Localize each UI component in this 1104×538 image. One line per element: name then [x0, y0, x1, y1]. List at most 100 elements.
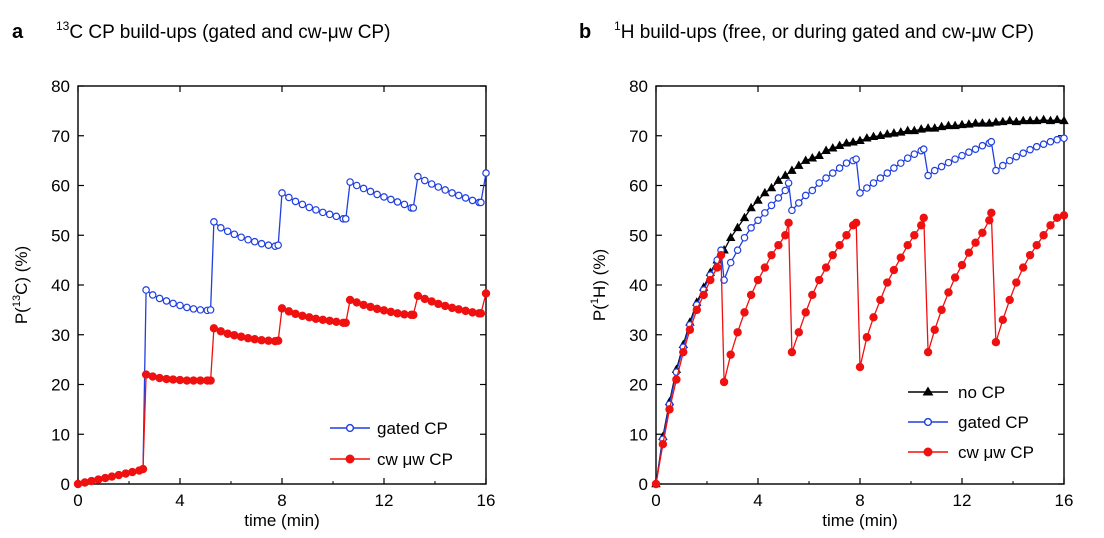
data-point-nocp-b [1011, 116, 1022, 126]
x-tick-label-a: 12 [375, 491, 394, 510]
data-point-cw-a [441, 301, 450, 311]
y-tick-label-a: 80 [51, 77, 70, 96]
data-point-nocp-b [739, 212, 750, 222]
data-point-cw-a [454, 305, 463, 314]
data-point-cw-b [713, 263, 722, 272]
data-point-nocp-b [848, 137, 858, 146]
data-point-nocp-b [862, 133, 872, 142]
data-point-gated-a [176, 301, 184, 310]
data-point-gated-b [761, 209, 769, 217]
data-point-cw-b [821, 263, 831, 272]
data-point-cw-a [359, 300, 368, 310]
data-point-gated-b [1019, 149, 1028, 157]
data-point-gated-a [352, 181, 361, 190]
data-point-gated-a [332, 212, 341, 221]
data-point-cw-a [277, 304, 287, 313]
data-point-nocp-b [909, 125, 920, 135]
data-point-cw-b [726, 350, 735, 359]
data-point-nocp-b [882, 129, 892, 138]
data-point-cw-a [393, 309, 402, 318]
data-point-gated-a [427, 180, 436, 188]
data-point-cw-a [311, 314, 321, 324]
data-point-gated-b [747, 223, 755, 232]
data-point-cw-b [923, 347, 933, 357]
y-tick-label-a: 40 [51, 276, 70, 295]
y-tick-label-b: 70 [629, 127, 648, 146]
series-line-gated-b [655, 137, 1065, 485]
y-axis-title-b: P(1H) (%) [589, 249, 609, 321]
data-point-cw-a [196, 376, 205, 385]
data-point-gated-b [876, 174, 885, 182]
data-point-cw-a [189, 376, 198, 385]
data-point-cw-b [889, 265, 899, 275]
data-point-gated-a [274, 241, 282, 250]
data-point-gated-a [380, 193, 388, 201]
data-point-gated-a [244, 235, 252, 244]
data-point-gated-a [341, 215, 350, 223]
data-point-gated-b [784, 179, 793, 187]
data-point-cw-b [1052, 213, 1062, 223]
data-point-cw-a [250, 335, 259, 344]
legend-item-cw-uw-cp-b: cw μw CP [908, 443, 1034, 462]
data-point-cw-a [409, 310, 418, 320]
data-point-nocp-b [936, 121, 947, 131]
y-axis-title-a-pre: P( [12, 307, 31, 324]
data-point-gated-b [794, 199, 803, 207]
data-point-gated-b [1046, 137, 1055, 146]
data-point-nocp-b [766, 182, 777, 192]
x-axis-title-b: time (min) [822, 511, 898, 530]
data-point-gated-a [393, 198, 402, 206]
data-point-cw-a [87, 476, 96, 486]
data-point-cw-b [801, 308, 810, 317]
data-point-cw-b [665, 405, 674, 414]
data-point-gated-a [291, 197, 300, 206]
data-point-nocp-b [868, 131, 879, 141]
data-point-cw-a [318, 315, 327, 325]
data-point-cw-b [706, 275, 715, 285]
data-point-cw-a [94, 475, 103, 484]
data-point-gated-b [958, 151, 966, 160]
data-point-cw-b [869, 313, 878, 322]
data-point-cw-b [851, 218, 861, 228]
data-point-gated-a [230, 230, 239, 239]
data-point-nocp-b [800, 155, 811, 164]
data-point-gated-a [217, 223, 225, 232]
data-point-nocp-b [991, 117, 1001, 126]
legend-marker-cw-b [923, 447, 933, 457]
data-point-cw-b [1039, 231, 1048, 240]
data-point-cw-b [1005, 295, 1014, 305]
data-point-gated-a [366, 187, 375, 196]
data-point-nocp-b [984, 118, 994, 127]
data-point-cw-b [685, 325, 695, 334]
data-point-gated-a [325, 210, 334, 219]
data-point-gated-a [387, 195, 395, 204]
data-point-gated-b [815, 179, 824, 187]
data-point-nocp-b [841, 138, 852, 147]
y-tick-label-b: 30 [629, 326, 648, 345]
data-point-gated-b [822, 174, 830, 182]
data-point-cw-a [209, 324, 219, 333]
data-point-nocp-b [855, 135, 865, 145]
y-tick-label-a: 20 [51, 376, 70, 395]
legend-item-gated-cp-b: gated CP [908, 413, 1029, 432]
series-cw-a [73, 289, 491, 489]
data-point-gated-a [373, 190, 381, 199]
data-point-nocp-b [970, 118, 981, 127]
data-point-gated-b [856, 189, 864, 197]
data-point-cw-b [1019, 263, 1028, 272]
data-point-cw-b [917, 221, 926, 230]
data-point-gated-a [223, 227, 232, 236]
data-point-cw-b [679, 347, 688, 357]
data-point-cw-b [781, 231, 790, 240]
data-point-cw-b [658, 440, 668, 449]
data-point-nocp-b [1032, 115, 1042, 125]
data-point-nocp-b [828, 143, 838, 152]
data-point-cw-b [746, 290, 756, 300]
data-point-cw-b [930, 325, 939, 334]
data-point-gated-b [1012, 152, 1021, 161]
data-point-cw-b [1059, 211, 1069, 220]
data-point-cw-a [206, 376, 215, 385]
data-point-cw-b [910, 231, 919, 240]
legend-item-no-cp: no CP [908, 383, 1005, 402]
y-axis-title-a: P(13C) (%) [11, 246, 31, 324]
